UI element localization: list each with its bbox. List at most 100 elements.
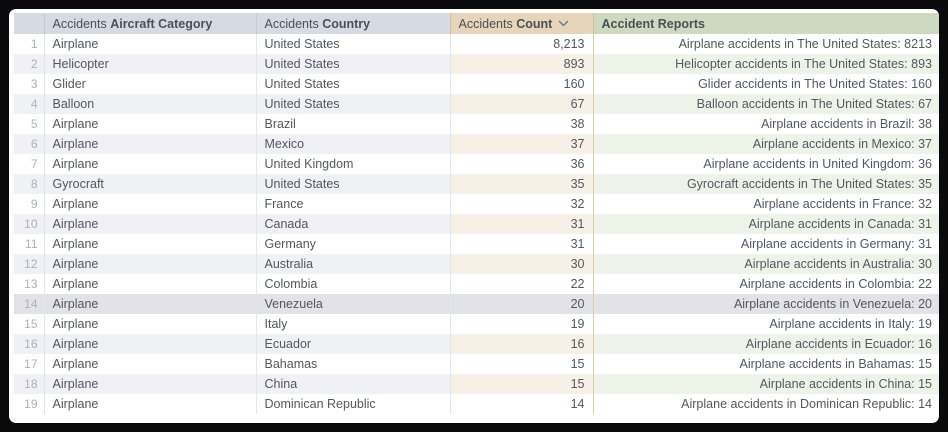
count-cell[interactable]: 20: [449, 294, 594, 314]
country-cell[interactable]: Brazil: [256, 114, 451, 134]
accident-report-cell[interactable]: Airplane accidents in Bahamas: 15: [739, 357, 932, 371]
accident-reports-column-header[interactable]: Accident Reports: [593, 13, 939, 34]
aircraft-category-cell[interactable]: Airplane: [44, 294, 257, 314]
country-cell[interactable]: France: [256, 194, 451, 214]
country-cell[interactable]: United States: [256, 94, 451, 114]
aircraft-category-cell[interactable]: Airplane: [44, 254, 257, 274]
country-cell[interactable]: United Kingdom: [256, 154, 451, 174]
table-row[interactable]: 16 Airplane Ecuador 16 Airplane accidents in…: [14, 334, 939, 354]
country-cell[interactable]: United States: [256, 54, 451, 74]
count-cell[interactable]: 160: [449, 74, 594, 94]
country-cell[interactable]: Germany: [256, 234, 451, 254]
count-cell[interactable]: 15: [449, 354, 594, 374]
table-row[interactable]: 9 Airplane France 32 Airplane accidents in F…: [14, 194, 939, 214]
country-cell[interactable]: Ecuador: [256, 334, 451, 354]
aircraft-category-cell[interactable]: Airplane: [44, 274, 257, 294]
accident-report-cell[interactable]: Gyrocraft accidents in The United States…: [593, 174, 939, 194]
accident-report-cell[interactable]: Airplane accidents in Brazil: 38: [761, 117, 932, 131]
table-row[interactable]: 15 Airplane Italy 19 Airplane accidents in I…: [14, 314, 939, 334]
country-cell[interactable]: Australia: [256, 254, 451, 274]
count-column-header[interactable]: Accidents Count: [449, 13, 594, 34]
accident-report-cell[interactable]: Airplane accidents in Ecuador: 16: [593, 334, 939, 354]
table-row[interactable]: 1 Airplane United States 8,213 Airplane acci…: [14, 34, 939, 54]
count-cell[interactable]: 31: [449, 234, 594, 254]
country-cell[interactable]: China: [256, 374, 451, 394]
count-cell[interactable]: 14: [449, 394, 594, 414]
table-row[interactable]: 11 Airplane Germany 31 Airplane accidents in…: [14, 234, 939, 254]
country-cell[interactable]: United States: [256, 174, 451, 194]
accident-report-cell[interactable]: Airplane accidents in China: 15: [593, 374, 939, 394]
country-cell[interactable]: Italy: [256, 314, 451, 334]
country-cell[interactable]: Dominican Republic: [256, 394, 451, 414]
aircraft-category-cell[interactable]: Airplane: [44, 354, 257, 374]
table-row[interactable]: 8 Gyrocraft United States 35 Gyrocraft accid…: [14, 174, 939, 194]
accident-report-cell[interactable]: Airplane accidents in Colombia: 22: [739, 277, 932, 291]
aircraft-category-cell[interactable]: Balloon: [44, 94, 257, 114]
table-row[interactable]: 6 Airplane Mexico 37 Airplane accidents in M…: [14, 134, 939, 154]
aircraft-category-cell[interactable]: Airplane: [44, 394, 257, 414]
table-row[interactable]: 2 Helicopter United States 893 Helicopter ac…: [14, 54, 939, 74]
count-cell[interactable]: 15: [449, 374, 594, 394]
aircraft-category-cell[interactable]: Airplane: [44, 34, 257, 54]
count-cell[interactable]: 67: [449, 94, 594, 114]
aircraft-category-cell[interactable]: Gyrocraft: [44, 174, 257, 194]
country-cell[interactable]: Colombia: [256, 274, 451, 294]
country-cell[interactable]: Canada: [256, 214, 451, 234]
accident-report-cell[interactable]: Helicopter accidents in The United State…: [593, 54, 939, 74]
accident-report-cell[interactable]: Airplane accidents in Dominican Republic…: [681, 397, 932, 411]
country-cell[interactable]: United States: [256, 34, 451, 54]
aircraft-category-cell[interactable]: Airplane: [44, 234, 257, 254]
accident-report-cell[interactable]: Airplane accidents in Italy: 19: [769, 317, 932, 331]
count-cell[interactable]: 8,213: [449, 34, 594, 54]
count-cell[interactable]: 32: [449, 194, 594, 214]
aircraft-category-cell[interactable]: Airplane: [44, 134, 257, 154]
count-cell[interactable]: 36: [449, 154, 594, 174]
accident-report-cell[interactable]: Airplane accidents in Australia: 30: [593, 254, 939, 274]
aircraft-category-cell[interactable]: Airplane: [44, 334, 257, 354]
aircraft-category-cell[interactable]: Glider: [44, 74, 257, 94]
aircraft-category-cell[interactable]: Airplane: [44, 154, 257, 174]
table-row[interactable]: 14 Airplane Venezuela 20 Airplane accidents …: [14, 294, 939, 314]
accident-report-cell[interactable]: Airplane accidents in Germany: 31: [740, 237, 932, 251]
accident-report-cell[interactable]: Airplane accidents in United Kingdom: 36: [703, 157, 932, 171]
accident-report-cell[interactable]: Airplane accidents in Canada: 31: [593, 214, 939, 234]
table-row[interactable]: 5 Airplane Brazil 38 Airplane accidents in B…: [14, 114, 939, 134]
table-row[interactable]: 3 Glider United States 160 Glider accidents …: [14, 74, 939, 94]
count-cell[interactable]: 35: [449, 174, 594, 194]
country-cell[interactable]: Bahamas: [256, 354, 451, 374]
accident-report-cell[interactable]: Airplane accidents in Mexico: 37: [593, 134, 939, 154]
count-cell[interactable]: 19: [449, 314, 594, 334]
aircraft-category-cell[interactable]: Airplane: [44, 194, 257, 214]
accident-report-cell[interactable]: Airplane accidents in Venezuela: 20: [593, 294, 939, 314]
aircraft-category-cell[interactable]: Helicopter: [44, 54, 257, 74]
country-cell[interactable]: Mexico: [256, 134, 451, 154]
aircraft-category-cell[interactable]: Airplane: [44, 114, 257, 134]
aircraft-category-cell[interactable]: Airplane: [44, 314, 257, 334]
table-row[interactable]: 4 Balloon United States 67 Balloon accidents…: [14, 94, 939, 114]
table-row[interactable]: 19 Airplane Dominican Republic 14 Airplane a…: [14, 394, 939, 414]
table-row[interactable]: 17 Airplane Bahamas 15 Airplane accidents in…: [14, 354, 939, 374]
count-cell[interactable]: 30: [449, 254, 594, 274]
table-row[interactable]: 13 Airplane Colombia 22 Airplane accidents i…: [14, 274, 939, 294]
count-cell[interactable]: 38: [449, 114, 594, 134]
count-cell[interactable]: 37: [449, 134, 594, 154]
accident-report-cell[interactable]: Airplane accidents in France: 32: [753, 197, 932, 211]
table-row[interactable]: 7 Airplane United Kingdom 36 Airplane accide…: [14, 154, 939, 174]
aircraft-category-cell[interactable]: Airplane: [44, 214, 257, 234]
count-cell[interactable]: 31: [449, 214, 594, 234]
country-column-header[interactable]: Accidents Country: [256, 13, 450, 34]
count-cell[interactable]: 16: [449, 334, 594, 354]
table-row[interactable]: 10 Airplane Canada 31 Airplane accidents in …: [14, 214, 939, 234]
table-row[interactable]: 18 Airplane China 15 Airplane accidents in C…: [14, 374, 939, 394]
country-cell[interactable]: Venezuela: [256, 294, 451, 314]
aircraft-category-cell[interactable]: Airplane: [44, 374, 257, 394]
accident-report-cell[interactable]: Airplane accidents in The United States:…: [678, 37, 932, 51]
country-cell[interactable]: United States: [256, 74, 451, 94]
accident-report-cell[interactable]: Glider accidents in The United States: 1…: [698, 77, 932, 91]
table-row[interactable]: 12 Airplane Australia 30 Airplane accidents …: [14, 254, 939, 274]
aircraft-category-column-header[interactable]: Accidents Aircraft Category: [44, 13, 257, 34]
sort-descending-chevron-icon[interactable]: [558, 16, 569, 30]
accident-report-cell[interactable]: Balloon accidents in The United States: …: [593, 94, 939, 114]
count-cell[interactable]: 893: [449, 54, 594, 74]
count-cell[interactable]: 22: [449, 274, 594, 294]
